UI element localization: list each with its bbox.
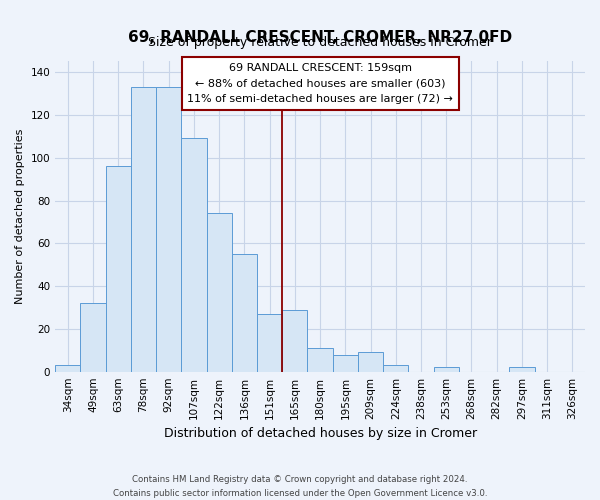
Text: Contains HM Land Registry data © Crown copyright and database right 2024.
Contai: Contains HM Land Registry data © Crown c… xyxy=(113,476,487,498)
Bar xyxy=(282,310,307,372)
Bar xyxy=(232,254,257,372)
Bar xyxy=(206,214,232,372)
Text: Size of property relative to detached houses in Cromer: Size of property relative to detached ho… xyxy=(148,36,492,49)
Text: 69 RANDALL CRESCENT: 159sqm
← 88% of detached houses are smaller (603)
11% of se: 69 RANDALL CRESCENT: 159sqm ← 88% of det… xyxy=(187,63,453,104)
X-axis label: Distribution of detached houses by size in Cromer: Distribution of detached houses by size … xyxy=(164,427,476,440)
Bar xyxy=(106,166,131,372)
Y-axis label: Number of detached properties: Number of detached properties xyxy=(15,129,25,304)
Bar xyxy=(181,138,206,372)
Bar xyxy=(156,87,181,372)
Bar xyxy=(434,368,459,372)
Bar xyxy=(257,314,282,372)
Title: 69, RANDALL CRESCENT, CROMER, NR27 0FD: 69, RANDALL CRESCENT, CROMER, NR27 0FD xyxy=(128,30,512,45)
Bar xyxy=(80,303,106,372)
Bar xyxy=(332,354,358,372)
Bar xyxy=(509,368,535,372)
Bar xyxy=(307,348,332,372)
Bar xyxy=(55,366,80,372)
Bar xyxy=(131,87,156,372)
Bar xyxy=(383,366,409,372)
Bar xyxy=(358,352,383,372)
